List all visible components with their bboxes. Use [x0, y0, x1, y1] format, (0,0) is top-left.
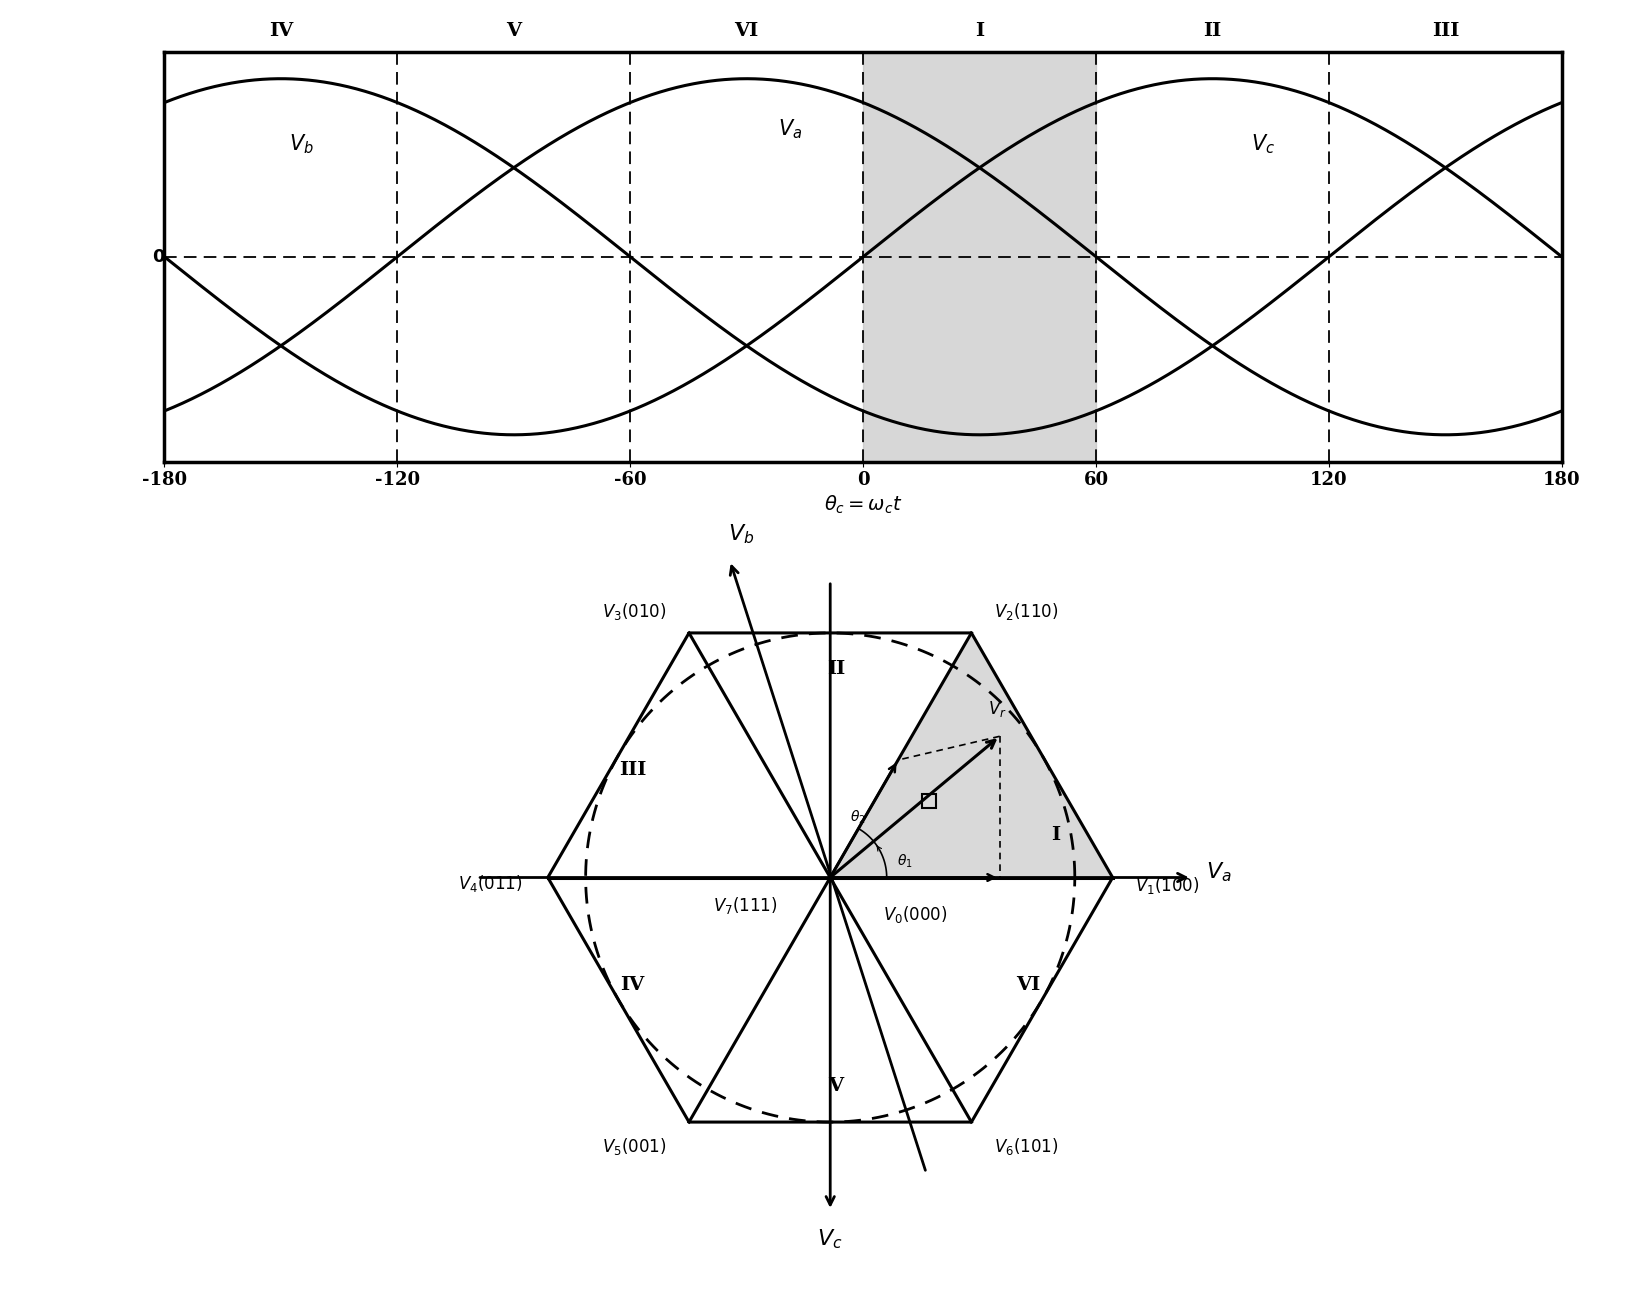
Text: $V_b$: $V_b$	[728, 523, 755, 546]
Text: I: I	[1052, 826, 1060, 844]
Text: I: I	[975, 22, 985, 39]
Text: $V_r$: $V_r$	[988, 698, 1008, 719]
Text: $V_0(000)$: $V_0(000)$	[883, 903, 947, 924]
Text: $\theta_1$: $\theta_1$	[896, 853, 912, 870]
Text: V: V	[506, 22, 521, 39]
Polygon shape	[830, 633, 1113, 878]
Text: II: II	[1203, 22, 1221, 39]
Text: $V_2(110)$: $V_2(110)$	[995, 601, 1059, 621]
Text: VI: VI	[1016, 976, 1041, 993]
Text: V: V	[829, 1078, 843, 1096]
Text: $V_b$: $V_b$	[289, 131, 314, 156]
Text: $V_7(111)$: $V_7(111)$	[713, 896, 778, 916]
Text: $V_4(011)$: $V_4(011)$	[457, 872, 523, 893]
Text: II: II	[827, 659, 845, 677]
Text: III: III	[618, 762, 646, 779]
Text: IV: IV	[620, 976, 644, 993]
Text: $V_3(010)$: $V_3(010)$	[602, 601, 666, 621]
Text: $V_a$: $V_a$	[1205, 861, 1231, 884]
Text: III: III	[1432, 22, 1458, 39]
Text: $V_a$: $V_a$	[778, 118, 802, 142]
Text: $\theta_2$: $\theta_2$	[850, 809, 865, 826]
X-axis label: $\theta_c=\omega_c t$: $\theta_c=\omega_c t$	[824, 494, 903, 516]
Text: $V_6(101)$: $V_6(101)$	[995, 1136, 1059, 1157]
Text: 0: 0	[151, 248, 164, 265]
Text: $V_5(001)$: $V_5(001)$	[602, 1136, 666, 1157]
Text: $V_1(100)$: $V_1(100)$	[1136, 875, 1200, 897]
Text: VI: VI	[735, 22, 760, 39]
Text: $V_c$: $V_c$	[1251, 131, 1276, 156]
Text: $V_c$: $V_c$	[817, 1227, 843, 1252]
Text: IV: IV	[268, 22, 293, 39]
